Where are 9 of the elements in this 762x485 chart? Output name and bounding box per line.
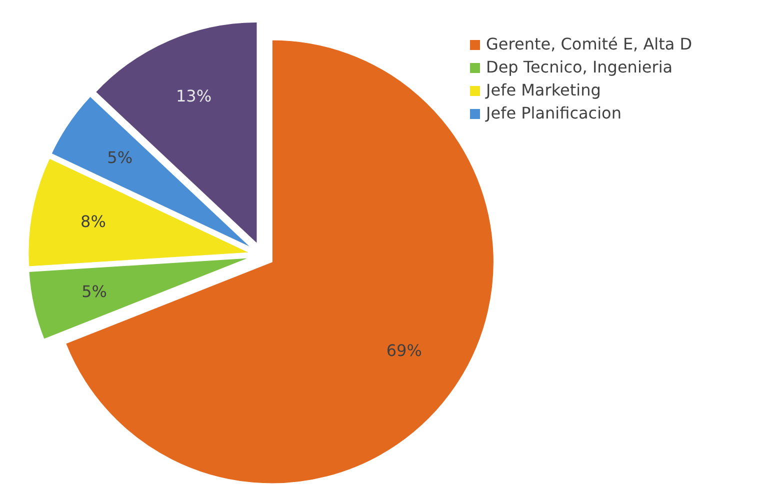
legend-label: Jefe Planificacion	[485, 103, 622, 122]
legend-label: Jefe Marketing	[485, 80, 601, 100]
data-label: 69%	[386, 340, 422, 360]
data-label: 8%	[80, 212, 106, 232]
legend-label: Dep Tecnico, Ingenieria	[486, 57, 673, 76]
data-label: 5%	[107, 148, 133, 167]
legend-label: Gerente, Comité E, Alta D	[486, 34, 692, 54]
data-label: 5%	[82, 282, 107, 301]
data-label: 13%	[176, 86, 212, 106]
